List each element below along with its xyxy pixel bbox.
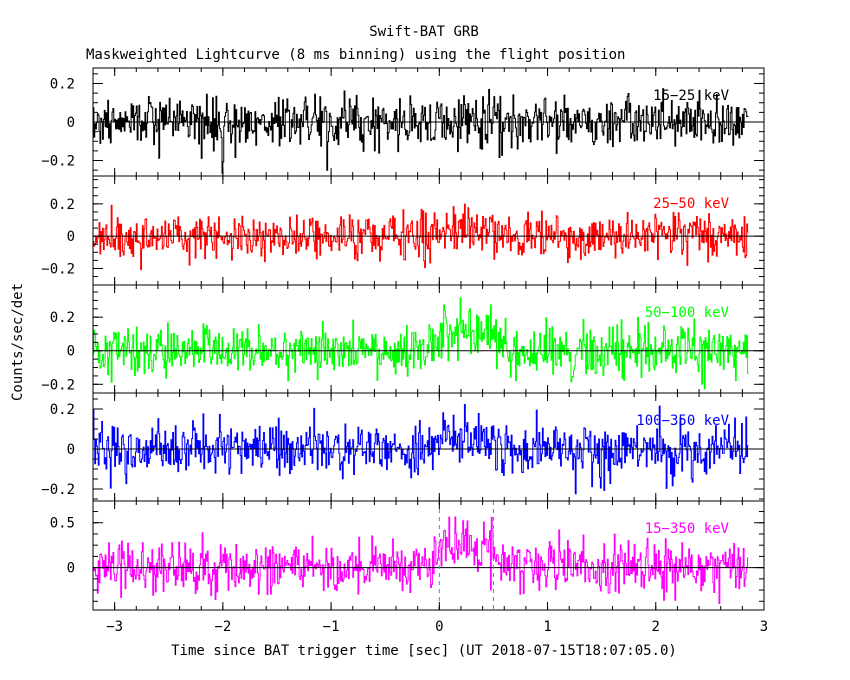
panels: −0.200.215−25 keV−0.200.2 25−50 keV−0.200… <box>41 67 768 635</box>
x-tick-label: 2 <box>652 619 660 635</box>
band-label: 50−100 keV <box>645 305 730 321</box>
y-tick-label: 0 <box>67 344 75 360</box>
x-tick-label: −1 <box>323 619 340 635</box>
panel-25-50-kev: −0.2 0 0.2 25−50 keV <box>41 175 765 286</box>
series-line <box>93 404 749 495</box>
x-tick-label: 1 <box>543 619 551 635</box>
y-tick-label: −0.2 <box>41 154 75 170</box>
x-axis-label: Time since BAT trigger time [sec] (UT 20… <box>171 643 677 659</box>
chart-subtitle: Maskweighted Lightcurve (8 ms binning) u… <box>86 47 625 63</box>
band-label: 15−25 keV <box>653 88 729 104</box>
y-tick-label: 0 <box>67 442 75 458</box>
series-line <box>93 88 749 174</box>
panel-15-25-kev: −0.2 0 0.2 15−25 keV <box>41 67 765 177</box>
panel-15-350-kev: 0 0.5 15−350 keV <box>50 500 765 611</box>
y-tick-label: 0 <box>67 561 75 577</box>
y-tick-label: 0.2 <box>50 402 75 418</box>
y-tick-label: 0 <box>67 229 75 245</box>
y-tick-label: 0 <box>67 115 75 131</box>
y-tick-label: 0.5 <box>50 516 75 532</box>
x-axis: −3 −2 −1 0 1 2 3 <box>106 619 768 635</box>
band-label: 100−350 keV <box>636 413 729 429</box>
series-line <box>93 297 749 390</box>
y-axis-label: Counts/sec/det <box>10 283 26 401</box>
band-label: 25−50 keV <box>653 196 729 212</box>
y-tick-label: 0.2 <box>50 76 75 92</box>
x-tick-label: −2 <box>214 619 231 635</box>
x-tick-label: 0 <box>435 619 443 635</box>
panel-frame <box>92 500 765 611</box>
band-label: 15−350 keV <box>645 521 730 537</box>
panel-100-350-kev: −0.2 0 0.2 100−350 keV <box>41 392 765 502</box>
chart-title: Swift-BAT GRB <box>369 24 479 40</box>
y-tick-label: −0.2 <box>41 261 75 277</box>
y-tick-label: −0.2 <box>41 482 75 498</box>
y-tick-label: −0.2 <box>41 377 75 393</box>
x-tick-label: −3 <box>106 619 123 635</box>
panel-50-100-kev: −0.2 0 0.2 50−100 keV <box>41 284 765 394</box>
y-tick-label: 0.2 <box>50 310 75 326</box>
x-tick-label: 3 <box>760 619 768 635</box>
y-tick-label: 0.2 <box>50 197 75 213</box>
series-line <box>93 203 749 271</box>
